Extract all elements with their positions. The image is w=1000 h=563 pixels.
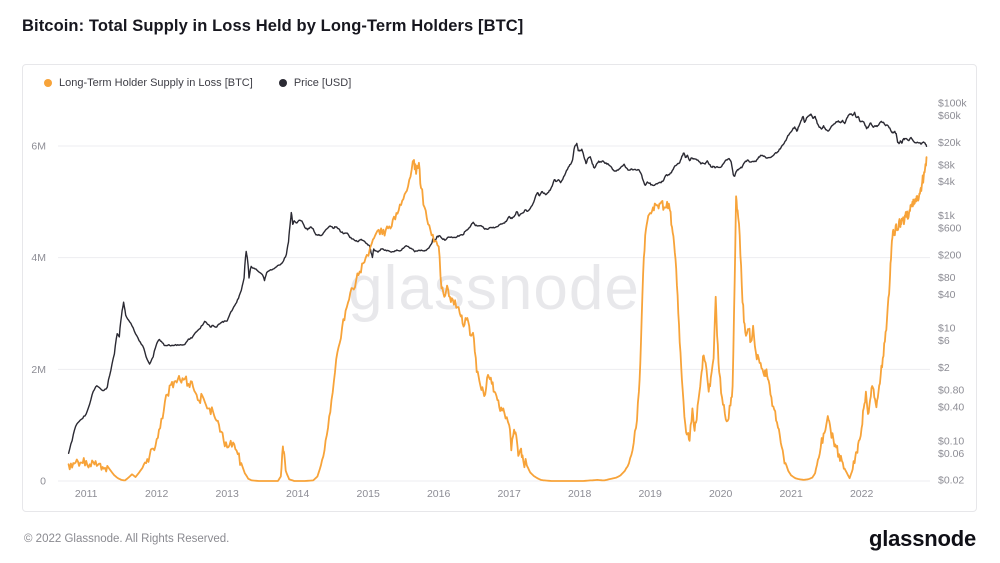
- supply-line: [67, 156, 928, 482]
- legend-label-price: Price [USD]: [293, 77, 352, 89]
- x-axis-tick-label: 2019: [638, 488, 662, 500]
- x-axis-tick-label: 2021: [779, 488, 803, 500]
- right-axis-tick-label: $0.80: [938, 384, 964, 396]
- glassnode-logo-text: glassnode: [868, 526, 976, 551]
- left-axis-tick-label: 4M: [31, 252, 46, 264]
- right-axis-tick-label: $60k: [938, 110, 962, 122]
- x-axis-tick-label: 2018: [568, 488, 592, 500]
- x-axis-tick-label: 2011: [75, 488, 98, 500]
- legend-item-price[interactable]: Price [USD]: [278, 77, 352, 89]
- x-axis-tick-label: 2014: [286, 488, 310, 500]
- right-axis-tick-label: $0.40: [938, 401, 964, 413]
- chart-card: [22, 64, 977, 512]
- right-axis-tick-label: $1k: [938, 210, 956, 222]
- page-title: Bitcoin: Total Supply in Loss Held by Lo…: [22, 17, 524, 35]
- x-axis-tick-label: 2020: [709, 488, 733, 500]
- right-axis-tick-label: $4k: [938, 176, 956, 188]
- chart-legend: Long-Term Holder Supply in Loss [BTC] Pr…: [44, 77, 351, 89]
- right-axis-tick-label: $10: [938, 323, 956, 335]
- right-axis-tick-label: $8k: [938, 159, 956, 171]
- right-axis-tick-label: $100k: [938, 98, 967, 110]
- legend-label-supply: Long-Term Holder Supply in Loss [BTC]: [59, 77, 253, 89]
- left-axis-tick-label: 6M: [31, 141, 46, 153]
- x-axis-tick-label: 2012: [145, 488, 169, 500]
- right-axis-tick-label: $0.10: [938, 435, 964, 447]
- legend-swatch-price-icon: [278, 79, 287, 87]
- legend-item-supply[interactable]: Long-Term Holder Supply in Loss [BTC]: [44, 77, 253, 89]
- right-axis-tick-label: $200: [938, 249, 962, 261]
- copyright-text: © 2022 Glassnode. All Rights Reserved.: [24, 533, 230, 545]
- right-axis-tick-label: $0.06: [938, 448, 964, 460]
- footer: © 2022 Glassnode. All Rights Reserved. g…: [0, 521, 1000, 557]
- x-axis-tick-label: 2017: [497, 488, 521, 500]
- x-axis-tick-label: 2013: [216, 488, 240, 500]
- left-axis-tick-label: 2M: [31, 364, 46, 376]
- right-axis-tick-label: $40: [938, 289, 956, 301]
- right-axis-tick-label: $6: [938, 335, 950, 347]
- x-axis-tick-label: 2016: [427, 488, 451, 500]
- left-axis-tick-label: 0: [40, 476, 46, 488]
- glassnode-watermark: glassnode: [348, 254, 640, 323]
- right-axis-tick-label: $80: [938, 272, 956, 284]
- right-axis-tick-label: $0.02: [938, 475, 964, 487]
- x-axis-tick-label: 2015: [356, 488, 380, 500]
- right-axis-tick-label: $2: [938, 362, 950, 374]
- right-axis-tick-label: $20k: [938, 137, 962, 149]
- glassnode-logo[interactable]: glassnode: [869, 526, 976, 552]
- x-axis-tick-label: 2022: [850, 488, 874, 500]
- legend-swatch-supply-icon: [44, 79, 52, 87]
- right-axis-tick-label: $600: [938, 223, 962, 235]
- price-line: [67, 111, 928, 454]
